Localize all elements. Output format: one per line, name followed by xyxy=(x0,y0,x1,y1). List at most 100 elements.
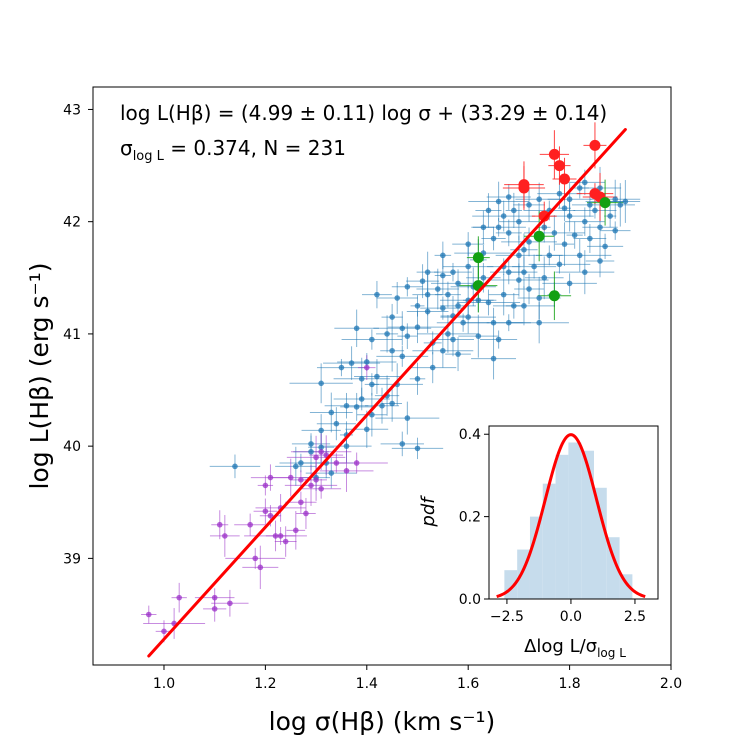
data-point xyxy=(303,510,309,517)
data-point xyxy=(211,594,218,601)
data-point xyxy=(318,444,324,451)
data-point xyxy=(475,333,482,339)
data-point xyxy=(526,239,532,245)
histogram-bars xyxy=(504,442,633,599)
inset-x-tick-label: 2.5 xyxy=(624,609,646,625)
x-tick-label: 1.8 xyxy=(558,676,580,692)
data-point xyxy=(379,402,385,409)
data-point xyxy=(328,470,335,476)
data-point xyxy=(440,347,446,354)
data-point xyxy=(536,295,542,301)
data-point xyxy=(343,402,350,409)
data-point xyxy=(511,207,517,214)
data-point xyxy=(597,224,603,231)
data-point xyxy=(440,252,446,259)
data-point xyxy=(394,295,401,301)
data-point xyxy=(597,258,603,264)
data-point xyxy=(582,218,588,225)
data-point xyxy=(599,197,611,209)
data-point xyxy=(414,445,421,452)
data-point xyxy=(455,303,461,309)
data-point xyxy=(551,230,558,236)
inset-x-ticks: −2.5 0.0 2.5 xyxy=(490,599,646,625)
data-point xyxy=(538,210,550,222)
data-point xyxy=(318,485,324,492)
histogram-bar xyxy=(555,454,569,599)
data-point xyxy=(287,474,294,481)
fit-line xyxy=(147,128,627,658)
data-point xyxy=(592,207,598,214)
data-point xyxy=(404,415,411,421)
inset-y-ticks: 0.0 0.2 0.4 xyxy=(459,427,489,608)
data-point xyxy=(419,278,426,284)
data-point xyxy=(576,185,583,191)
data-point xyxy=(518,182,530,194)
inset-x-label-main: Δlog L/σ xyxy=(524,636,597,657)
inset-x-label-sub: log L xyxy=(597,646,626,660)
data-point xyxy=(571,232,578,238)
histogram-bar xyxy=(529,516,543,599)
data-point xyxy=(389,347,395,354)
data-point xyxy=(485,299,492,306)
main-axes-frame xyxy=(92,86,672,666)
data-point xyxy=(404,333,411,339)
data-point xyxy=(227,600,233,607)
y-tick-label: 39 xyxy=(63,551,81,567)
data-point xyxy=(353,325,360,332)
x-tick-label: 1.4 xyxy=(356,676,378,692)
data-point xyxy=(533,230,545,242)
y-tick-label: 43 xyxy=(63,102,81,118)
data-point xyxy=(505,194,512,200)
inset-y-tick-label: 0.4 xyxy=(459,427,481,443)
data-point xyxy=(404,283,411,290)
data-point xyxy=(363,364,370,371)
data-point xyxy=(414,303,421,309)
histogram-bar xyxy=(568,442,582,599)
data-point xyxy=(343,468,350,474)
y-tick-label: 41 xyxy=(63,327,81,343)
data-point xyxy=(232,463,238,470)
data-point xyxy=(348,360,355,366)
data-point xyxy=(455,351,461,357)
data-point xyxy=(414,324,421,330)
data-point xyxy=(369,381,375,388)
data-point xyxy=(328,409,335,416)
data-point xyxy=(505,319,512,326)
data-point xyxy=(480,224,487,231)
data-point xyxy=(622,198,629,205)
data-point xyxy=(500,291,507,298)
data-point xyxy=(399,325,406,332)
data-point xyxy=(308,448,314,455)
data-point xyxy=(298,477,304,483)
data-point xyxy=(257,564,264,571)
y-tick-label: 42 xyxy=(63,215,81,231)
y-ticks: 39 40 41 42 43 xyxy=(63,102,93,567)
fit-equation: log L(Hβ) = (4.99 ± 0.11) log σ + (33.29… xyxy=(120,101,607,125)
data-point xyxy=(607,213,613,219)
data-point xyxy=(582,179,588,186)
inset-y-tick-label: 0.0 xyxy=(459,592,481,608)
data-point xyxy=(546,252,553,259)
data-point xyxy=(298,499,304,506)
data-point xyxy=(548,148,560,160)
data-point xyxy=(440,305,446,311)
data-point xyxy=(587,202,593,208)
fit-scatter-stats: σlog L = 0.374, N = 231 xyxy=(120,136,346,164)
data-point xyxy=(490,319,497,326)
data-point xyxy=(318,380,324,387)
data-point xyxy=(389,314,395,320)
data-point xyxy=(485,207,492,214)
data-point xyxy=(216,521,223,528)
data-point xyxy=(318,427,324,434)
data-point xyxy=(612,196,619,203)
data-point xyxy=(526,286,532,292)
data-point xyxy=(465,241,471,247)
data-point xyxy=(548,290,560,302)
inset-y-tick-label: 0.2 xyxy=(459,510,481,526)
data-point xyxy=(521,269,527,275)
data-point xyxy=(161,628,167,635)
data-point xyxy=(267,474,274,481)
data-point xyxy=(424,291,431,298)
data-point xyxy=(495,224,502,231)
